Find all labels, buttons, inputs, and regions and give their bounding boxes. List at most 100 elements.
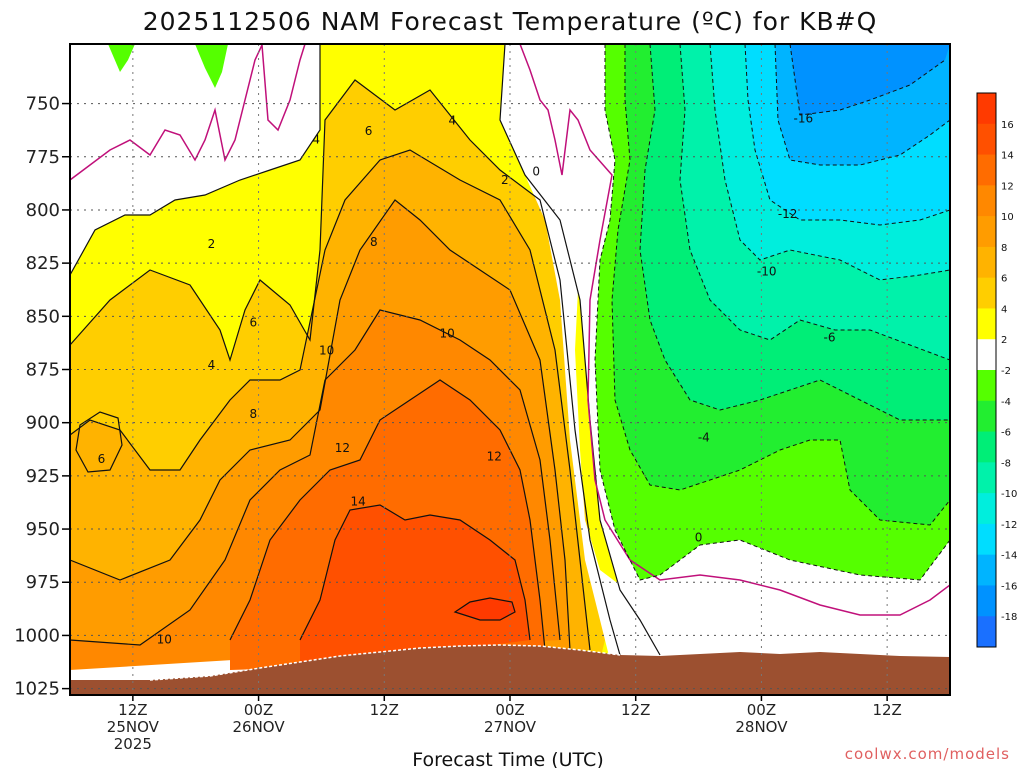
- isotherm-2: [70, 44, 321, 276]
- colorbar-swatch: [977, 431, 996, 463]
- isotherm-4: [70, 79, 621, 656]
- colorbar-label: -18: [1001, 612, 1017, 623]
- colorbar-label: -10: [1001, 489, 1017, 500]
- colorbar-label: 6: [1001, 274, 1007, 285]
- x-tick-label: 25NOV: [107, 718, 160, 736]
- y-tick-label: 900: [26, 413, 60, 434]
- x-tick-label: 12Z: [118, 701, 147, 719]
- isotherm-16: [453, 597, 516, 621]
- contour-labels: 4 6 4 2 0 2 8 6 4 10 10 8 6 12 12 14 10 -16 -12 -10 -6 -4 0: [98, 111, 836, 647]
- contour-label: 14: [350, 494, 365, 508]
- colorbar-label: -4: [1001, 397, 1011, 408]
- contour-label: 10: [319, 343, 334, 357]
- y-tick-label: 800: [26, 200, 60, 221]
- x-tick-label: 26NOV: [233, 718, 286, 736]
- colorbar-swatch: [977, 400, 996, 433]
- x-tick-label: 27NOV: [484, 718, 537, 736]
- colorbar-swatch: [977, 185, 996, 217]
- colorbar-swatch: [977, 277, 996, 309]
- x-tick-label: 00Z: [747, 701, 776, 719]
- band-14-16: [300, 505, 530, 670]
- isotherm-m12: [744, 44, 950, 226]
- contour-label: 8: [370, 235, 378, 249]
- contour-label: 12: [335, 441, 350, 455]
- contour-label: 6: [250, 316, 258, 330]
- colorbar-label: 4: [1001, 304, 1007, 315]
- colorbar-swatch: [977, 93, 996, 125]
- isotherm-m2: [594, 44, 950, 581]
- colorbar-label: -16: [1001, 581, 1017, 592]
- contour-label: 0: [695, 531, 703, 545]
- x-tick-label: 28NOV: [735, 718, 788, 736]
- isotherm-14: [299, 504, 531, 641]
- cold-isotherm-lines: [594, 44, 950, 581]
- colorbar-swatch: [977, 246, 996, 279]
- y-tick-label: 875: [26, 360, 60, 381]
- contour-label: 6: [98, 452, 106, 466]
- colorbar-label: -12: [1001, 520, 1017, 531]
- colorbar-swatch: [977, 493, 996, 525]
- colorbar-label: 12: [1001, 181, 1014, 192]
- isotherm-8: [70, 199, 571, 651]
- colorbar-swatch: [977, 554, 996, 586]
- isotherm-m6: [639, 44, 950, 421]
- terrain: [70, 645, 950, 695]
- colorbar-swatch: [977, 616, 996, 648]
- white-0-top-left: [70, 44, 320, 230]
- plot-area: 4 6 4 2 0 2 8 6 4 10 10 8 6 12 12 14 10 -16 -12 -10 -6 -4 0: [70, 44, 950, 695]
- x-tick-label: 12Z: [872, 701, 901, 719]
- x-tick-label: 00Z: [495, 701, 524, 719]
- x-tick-label: 00Z: [244, 701, 273, 719]
- band-16-18: [455, 598, 515, 620]
- contour-label: 2: [501, 173, 509, 187]
- y-tick-label: 825: [26, 253, 60, 274]
- colorbar-label: 14: [1001, 151, 1014, 162]
- colorbar-label: 16: [1001, 120, 1014, 131]
- colorbar-swatch: [977, 339, 996, 371]
- x-tick-label: 12Z: [621, 701, 650, 719]
- isotherm-m8: [679, 44, 950, 361]
- island-green-1: [108, 44, 135, 72]
- isotherm-0-right: [519, 44, 950, 616]
- colorbar-swatch: [977, 308, 996, 340]
- y-axis: 750 775 800 825 850 875 900 925 950 975 1000 1025: [14, 94, 70, 700]
- contour-label: 10: [157, 633, 172, 647]
- contour-label: -10: [757, 265, 777, 279]
- island-green-2: [195, 44, 228, 88]
- y-tick-label: 850: [26, 306, 60, 327]
- contour-label: 8: [250, 407, 258, 421]
- contour-label: 4: [312, 133, 320, 147]
- colorbar-swatch: [977, 123, 996, 156]
- y-tick-label: 1000: [14, 625, 60, 646]
- colorbar: 16 14 12 10 8 6 4 2 -2 -4 -6 -8 -10 -12 -14 -16 -18: [976, 92, 1017, 648]
- isotherm-lines: [70, 44, 661, 656]
- colorbar-label: 2: [1001, 335, 1007, 346]
- contour-label: 12: [487, 450, 502, 464]
- colorbar-label: 10: [1001, 212, 1014, 223]
- x-tick-label: 12Z: [370, 701, 399, 719]
- isotherm-2-right: [499, 44, 661, 656]
- colorbar-swatch: [977, 154, 996, 186]
- y-tick-label: 1025: [14, 679, 60, 700]
- contour-label: -16: [794, 111, 814, 125]
- x-axis-label: Forecast Time (UTC): [412, 749, 603, 768]
- contour-label: 0: [532, 165, 540, 179]
- colorbar-label: 8: [1001, 243, 1007, 254]
- colorbar-label: -2: [1001, 366, 1011, 377]
- contour-label: 2: [208, 237, 216, 251]
- colorbar-label: -14: [1001, 551, 1017, 562]
- colorbar-swatch: [977, 216, 996, 248]
- contour-label: -12: [778, 207, 798, 221]
- terrain-edge: [149, 644, 621, 681]
- contour-label: 6: [365, 124, 373, 138]
- contour-label: -4: [698, 431, 710, 445]
- colorbar-frame: [976, 92, 997, 648]
- colorbar-swatch: [977, 462, 996, 494]
- colorbar-swatch: [977, 523, 996, 556]
- credit-text[interactable]: coolwx.com/models: [845, 745, 1010, 763]
- y-tick-label: 775: [26, 147, 60, 168]
- colorbar-label: -6: [1001, 428, 1011, 439]
- isotherm-m4: [611, 44, 950, 526]
- y-tick-label: 975: [26, 572, 60, 593]
